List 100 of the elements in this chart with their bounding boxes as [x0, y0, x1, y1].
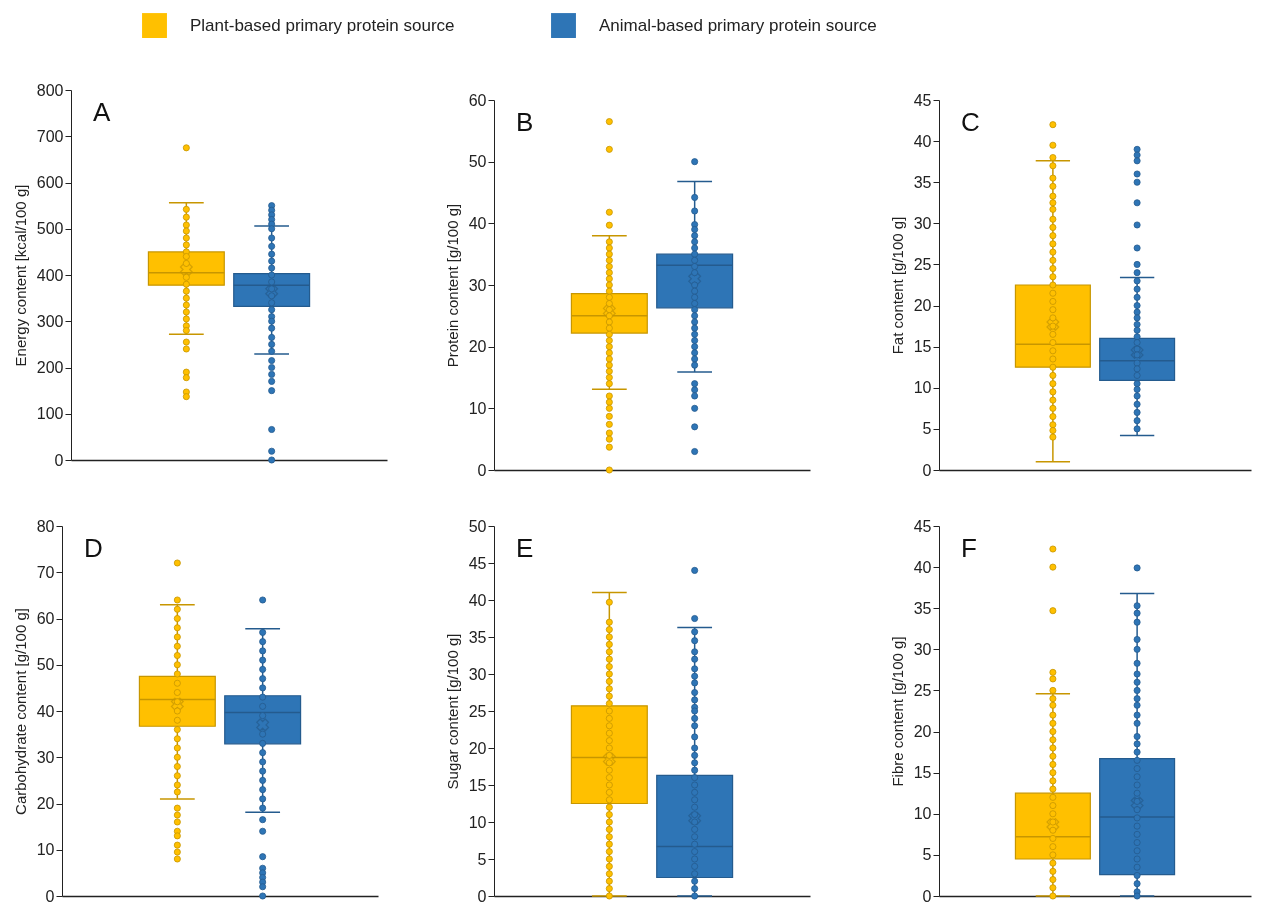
point [1049, 248, 1057, 256]
y-tick-label: 0 [922, 461, 932, 479]
annotation: D [84, 533, 103, 563]
point [1049, 182, 1057, 190]
annotation: F [961, 533, 977, 563]
y-tick-label: 60 [36, 610, 55, 627]
y-tick-label: 20 [913, 723, 932, 741]
y-tick-label: 10 [468, 813, 487, 831]
y-tick-label: 30 [468, 276, 487, 294]
y-tick-label: 30 [913, 214, 932, 232]
annotation: B [516, 107, 534, 137]
y-axis-title: Carbohydrate content [g/100 g] [11, 608, 29, 815]
y-tick-label: 20 [468, 739, 487, 757]
y-tick-label: 35 [913, 173, 932, 191]
point [1049, 396, 1057, 404]
point [1049, 162, 1057, 170]
point [1049, 232, 1057, 240]
y-tick-label: 200 [36, 359, 64, 376]
point [1049, 306, 1057, 314]
y-tick-label: 50 [36, 656, 55, 674]
y-tick-label: 80 [36, 517, 55, 535]
y-tick-label: 40 [913, 558, 932, 576]
point [1049, 347, 1057, 355]
y-tick-label: 60 [468, 91, 487, 109]
point [1049, 273, 1057, 281]
y-tick-label: 70 [36, 563, 55, 581]
y-tick-label: 5 [477, 850, 487, 868]
y-tick-label: 50 [468, 517, 487, 535]
y-tick-label: 45 [468, 554, 487, 572]
legend-label: Animal-based primary protein source [599, 15, 877, 35]
y-tick-label: 35 [468, 628, 487, 646]
point [1049, 192, 1057, 200]
y-axis-title: Sugar content [g/100 g] [443, 633, 461, 790]
y-axis-title: Fat content [g/100 g] [888, 216, 906, 355]
y-tick-label: 800 [36, 81, 64, 99]
y-tick-label: 40 [468, 591, 487, 609]
point [1049, 355, 1057, 363]
y-tick-label: 20 [913, 297, 932, 315]
y-tick-label: 500 [36, 220, 64, 238]
y-tick-label: 400 [36, 266, 64, 284]
point [1049, 421, 1057, 429]
annotation: A [93, 97, 111, 127]
y-tick-label: 300 [36, 312, 64, 330]
y-tick-label: 30 [913, 640, 932, 658]
y-tick-label: 40 [36, 702, 55, 720]
y-tick-label: 5 [922, 420, 932, 438]
point [1049, 363, 1057, 371]
point [1049, 223, 1057, 231]
y-tick-label: 5 [922, 846, 932, 864]
y-tick-label: 600 [36, 174, 64, 191]
y-tick-label: 0 [477, 461, 487, 479]
point [1049, 256, 1057, 264]
y-tick-label: 50 [468, 153, 487, 171]
legend-label: Plant-based primary protein source [190, 15, 455, 35]
point [1049, 265, 1057, 273]
y-tick-label: 10 [913, 379, 932, 397]
y-tick-label: 25 [913, 681, 932, 699]
point [1049, 205, 1057, 213]
y-tick-label: 40 [913, 132, 932, 150]
y-tick-label: 10 [468, 399, 487, 417]
y-tick-label: 10 [36, 841, 55, 859]
point [1049, 330, 1057, 338]
y-tick-label: 45 [913, 517, 932, 535]
y-tick-label: 25 [468, 702, 487, 720]
point [1049, 339, 1057, 347]
y-tick-label: 30 [468, 665, 487, 683]
y-tick-label: 15 [913, 764, 932, 782]
y-tick-label: 15 [468, 776, 487, 794]
y-tick-label: 20 [36, 795, 55, 812]
point [1049, 413, 1057, 421]
y-tick-label: 30 [36, 748, 55, 766]
point [1049, 297, 1057, 305]
point [1049, 174, 1057, 182]
point [1049, 215, 1057, 223]
y-tick-label: 20 [468, 338, 487, 356]
point [1049, 371, 1057, 379]
point [1049, 289, 1057, 297]
y-tick-label: 25 [913, 255, 932, 273]
y-tick-label: 0 [922, 887, 932, 905]
y-tick-label: 15 [913, 338, 932, 356]
y-tick-label: 45 [913, 91, 932, 109]
point [1049, 404, 1057, 412]
y-tick-label: 0 [45, 887, 55, 905]
y-tick-label: 10 [913, 805, 932, 823]
annotation: C [961, 107, 980, 137]
y-tick-label: 40 [468, 214, 487, 232]
point [1049, 427, 1057, 435]
point [1049, 314, 1057, 322]
point [1049, 388, 1057, 396]
y-tick-label: 700 [36, 127, 64, 145]
point [1049, 281, 1057, 289]
point [1049, 380, 1057, 388]
y-tick-label: 0 [54, 451, 64, 469]
y-tick-label: 0 [477, 887, 487, 905]
y-axis-title: Protein content [g/100 g] [443, 203, 461, 368]
annotation: E [516, 533, 534, 563]
y-tick-label: 100 [36, 405, 64, 423]
y-axis-title: Energy content [kcal/100 g] [11, 184, 29, 367]
y-axis-title: Fibre content [g/100 g] [888, 636, 906, 787]
point [1049, 433, 1057, 441]
